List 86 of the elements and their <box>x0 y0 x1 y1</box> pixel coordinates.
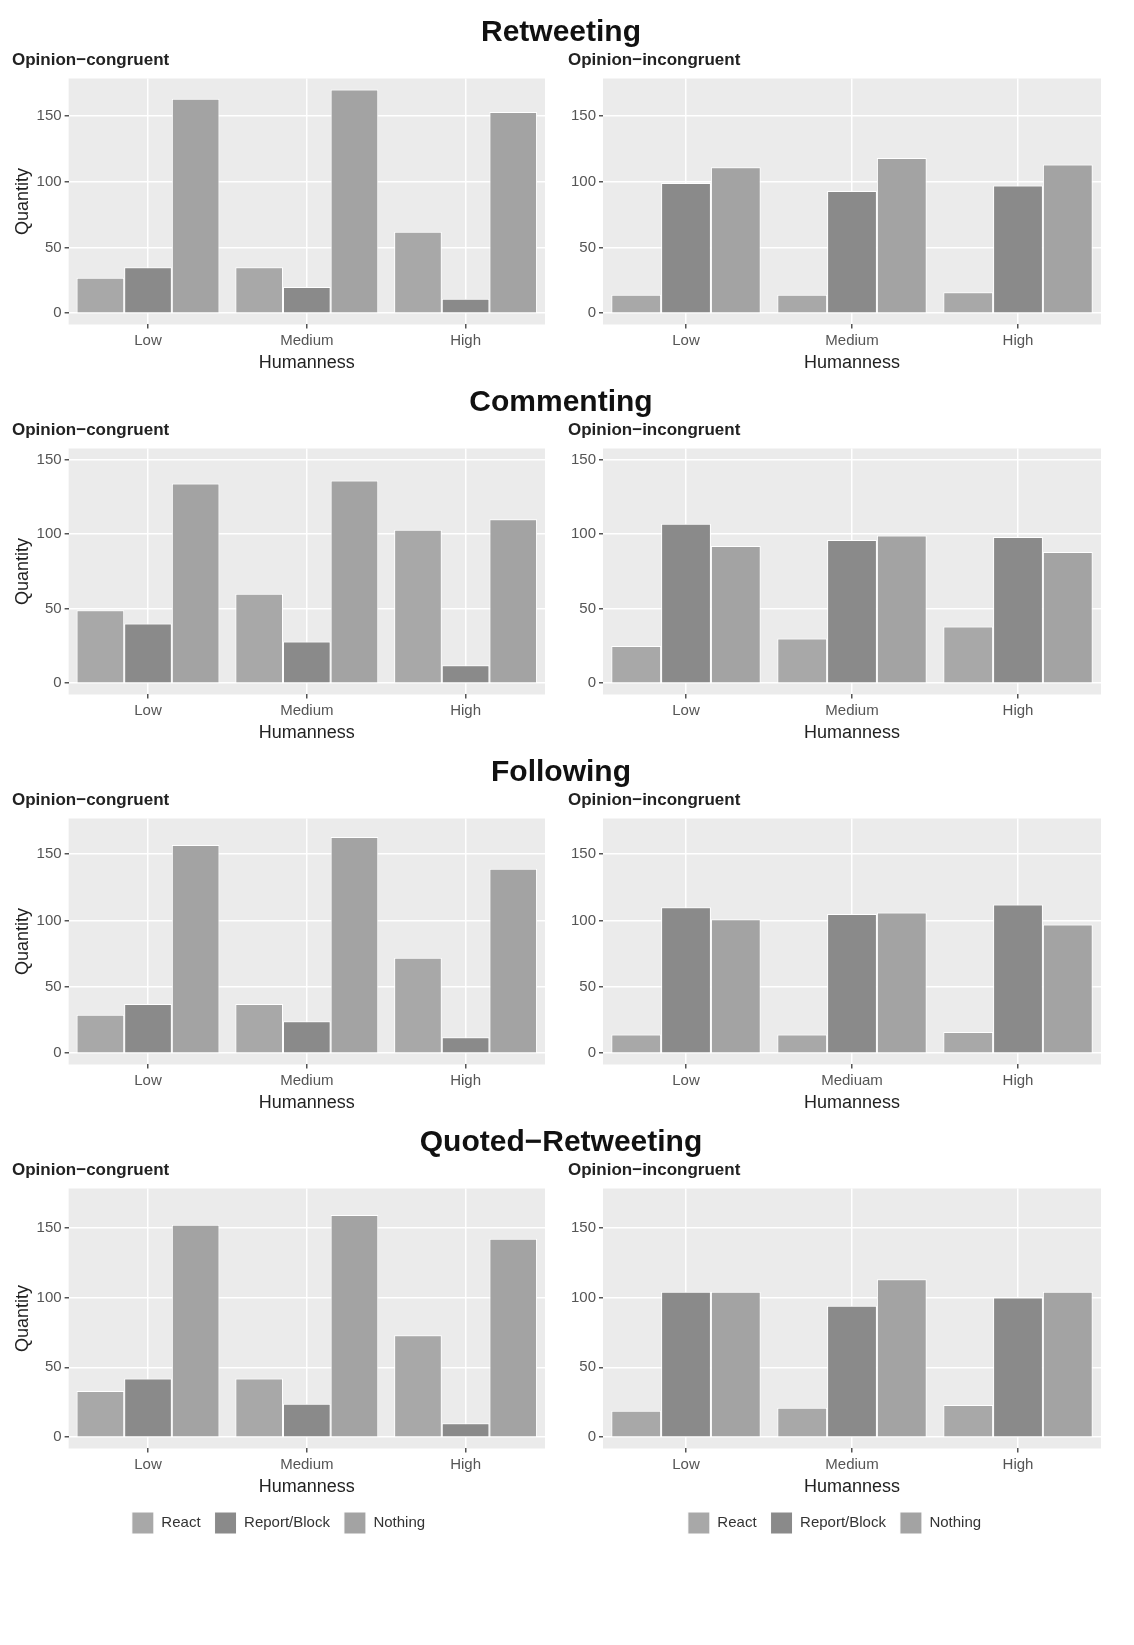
y-tick-label: 50 <box>579 1357 597 1375</box>
legend-label: React <box>161 1513 202 1531</box>
y-tick-label: 0 <box>587 1043 597 1061</box>
y-axis-title: Quantity <box>11 907 32 975</box>
x-tick-label: Medium <box>825 330 879 348</box>
y-tick-label: 100 <box>571 524 597 542</box>
chart-subtitle: Opinion−congruent <box>12 49 170 69</box>
y-axis-title: Quantity <box>11 537 32 605</box>
y-tick-label: 150 <box>36 844 62 862</box>
x-tick-label: Low <box>134 1070 162 1088</box>
y-tick-label: 50 <box>44 237 62 255</box>
x-tick-label: Low <box>672 330 700 348</box>
y-tick-label: 150 <box>36 106 62 124</box>
x-tick-label: Low <box>672 1454 700 1472</box>
x-tick-label: Low <box>134 330 162 348</box>
legend-label: Report/Block <box>244 1513 331 1531</box>
legend-label: Nothing <box>929 1513 982 1531</box>
y-tick-label: 50 <box>579 598 597 616</box>
chart-subtitle: Opinion−congruent <box>12 1159 170 1179</box>
x-tick-label: High <box>450 1070 482 1088</box>
chart-subtitle: Opinion−incongruent <box>568 49 741 69</box>
x-tick-label: High <box>450 1454 482 1472</box>
x-tick-label: Mediuam <box>821 1070 883 1088</box>
x-tick-label: High <box>1002 700 1034 718</box>
y-tick-label: 0 <box>53 1043 62 1061</box>
x-tick-label: Medium <box>825 1454 879 1472</box>
y-tick-label: 100 <box>571 1287 597 1305</box>
chart-title: Quoted−Retweeting <box>418 1124 704 1158</box>
y-tick-label: 100 <box>36 524 62 542</box>
y-tick-label: 100 <box>36 910 62 928</box>
y-tick-label: 150 <box>36 449 62 467</box>
legend-label: Report/Block <box>800 1513 887 1531</box>
x-axis-title: Humanness <box>258 1476 355 1497</box>
x-tick-label: High <box>1002 1454 1034 1472</box>
chart-title: Retweeting <box>480 14 642 48</box>
chart-subtitle: Opinion−incongruent <box>568 1159 741 1179</box>
x-tick-label: Medium <box>280 1454 334 1472</box>
x-tick-label: High <box>450 700 482 718</box>
x-axis-title: Humanness <box>258 722 355 743</box>
y-tick-label: 50 <box>44 598 62 616</box>
chart-title: Commenting <box>468 384 654 418</box>
legend-label: React <box>717 1513 758 1531</box>
x-axis-title: Humanness <box>803 722 901 743</box>
y-tick-label: 100 <box>571 171 597 189</box>
x-tick-label: Low <box>134 1454 162 1472</box>
y-tick-label: 100 <box>36 171 62 189</box>
legend-label: Nothing <box>373 1513 426 1531</box>
y-tick-label: 50 <box>579 237 597 255</box>
y-tick-label: 150 <box>571 106 597 124</box>
chart-subtitle: Opinion−congruent <box>12 419 170 439</box>
y-tick-label: 0 <box>587 1427 597 1445</box>
y-tick-label: 150 <box>36 1217 62 1235</box>
x-axis-title: Humanness <box>258 352 355 373</box>
y-tick-label: 150 <box>571 449 597 467</box>
x-tick-label: Low <box>672 700 700 718</box>
y-tick-label: 50 <box>579 976 597 994</box>
chart-subtitle: Opinion−incongruent <box>568 789 741 809</box>
x-tick-label: High <box>1002 1070 1034 1088</box>
x-tick-label: Medium <box>280 1070 334 1088</box>
y-tick-label: 0 <box>587 303 597 321</box>
y-axis-title: Quantity <box>11 1284 32 1352</box>
x-tick-label: Low <box>672 1070 700 1088</box>
y-tick-label: 150 <box>571 844 597 862</box>
x-tick-label: High <box>1002 330 1034 348</box>
y-tick-label: 0 <box>53 673 62 691</box>
y-tick-label: 50 <box>44 1357 62 1375</box>
x-tick-label: High <box>450 330 482 348</box>
x-tick-label: Medium <box>825 700 879 718</box>
chart-subtitle: Opinion−congruent <box>12 789 170 809</box>
x-tick-label: Medium <box>280 700 334 718</box>
x-axis-title: Humanness <box>803 1476 901 1497</box>
chart-subtitle: Opinion−incongruent <box>568 419 741 439</box>
chart-title: Following <box>490 754 632 788</box>
x-tick-label: Low <box>134 700 162 718</box>
y-tick-label: 50 <box>44 976 62 994</box>
x-axis-title: Humanness <box>803 352 901 373</box>
y-tick-label: 150 <box>571 1217 597 1235</box>
y-tick-label: 100 <box>571 910 597 928</box>
y-axis-title: Quantity <box>11 167 32 235</box>
x-tick-label: Medium <box>280 330 334 348</box>
x-axis-title: Humanness <box>258 1092 355 1113</box>
y-tick-label: 0 <box>587 673 597 691</box>
y-tick-label: 0 <box>53 303 62 321</box>
y-tick-label: 0 <box>53 1427 62 1445</box>
x-axis-title: Humanness <box>803 1092 901 1113</box>
y-tick-label: 100 <box>36 1287 62 1305</box>
